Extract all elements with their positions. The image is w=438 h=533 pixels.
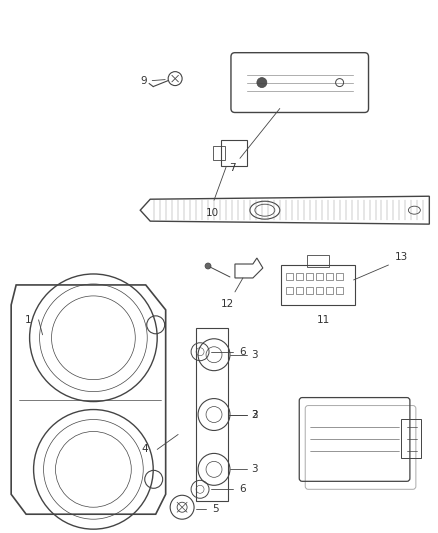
Text: 13: 13 xyxy=(395,252,408,262)
Text: 9: 9 xyxy=(140,76,147,86)
Text: 12: 12 xyxy=(220,299,233,309)
Text: 3: 3 xyxy=(251,350,258,360)
Text: 5: 5 xyxy=(212,504,218,514)
Text: 10: 10 xyxy=(205,208,219,218)
Text: 6: 6 xyxy=(240,484,246,494)
Text: 11: 11 xyxy=(317,315,330,325)
Text: 6: 6 xyxy=(240,347,246,357)
Text: 2: 2 xyxy=(251,409,258,419)
Text: 3: 3 xyxy=(251,409,258,419)
Circle shape xyxy=(257,78,267,87)
Text: 3: 3 xyxy=(251,464,258,474)
Text: 4: 4 xyxy=(142,445,148,455)
Circle shape xyxy=(205,263,211,269)
Text: 7: 7 xyxy=(229,163,235,173)
Text: 1: 1 xyxy=(25,315,32,325)
